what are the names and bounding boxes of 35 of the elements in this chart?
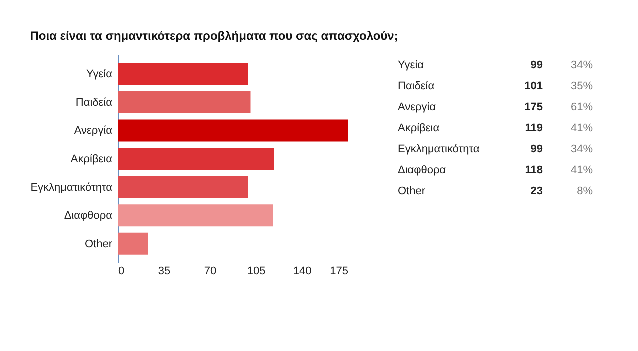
x-tick-label: 105 xyxy=(247,266,266,278)
text: 41% xyxy=(570,164,594,176)
x-tick-label: 70 xyxy=(204,266,217,278)
chart-title: Ποια είναι τα σημαντικότερα προβλήματα που σας απασχολούν; xyxy=(30,29,398,43)
y-tick-label: Ανεργία xyxy=(74,125,114,138)
text: 101 xyxy=(524,80,543,92)
x-tick-label: 140 xyxy=(293,266,312,278)
text: 99 xyxy=(530,60,543,72)
text: Ανεργία xyxy=(398,102,437,114)
text: Εγκληματικότητα xyxy=(398,144,480,156)
text: 34% xyxy=(570,144,594,156)
text: 23 xyxy=(530,186,543,198)
text: 118 xyxy=(525,164,543,176)
y-tick-label: Παιδεία xyxy=(76,96,114,109)
text: Παιδεία xyxy=(398,80,436,92)
text: Υγεία xyxy=(398,60,425,72)
text: 119 xyxy=(525,122,543,134)
text: 8% xyxy=(577,186,594,198)
text: 35% xyxy=(570,80,594,92)
x-tick-label: 175 xyxy=(330,266,348,278)
text: 34% xyxy=(570,60,594,72)
text: 99 xyxy=(530,144,543,156)
y-tick-label: Εγκληματικότητα xyxy=(30,182,114,194)
y-tick-label: Διαφθορα xyxy=(64,210,114,222)
text: Διαφθορα xyxy=(398,164,447,176)
x-tick-label: 35 xyxy=(158,266,171,278)
y-tick-label: Υγεία xyxy=(86,68,114,81)
text: Other xyxy=(398,186,426,198)
text: 61% xyxy=(570,102,594,114)
text: Ακρίβεια xyxy=(398,122,440,134)
y-tick-label: Other xyxy=(84,238,113,250)
y-tick-label: Ακρίβεια xyxy=(70,154,114,166)
x-tick-label: 0 xyxy=(118,266,125,278)
text: 175 xyxy=(524,102,543,114)
text: 41% xyxy=(570,122,594,134)
